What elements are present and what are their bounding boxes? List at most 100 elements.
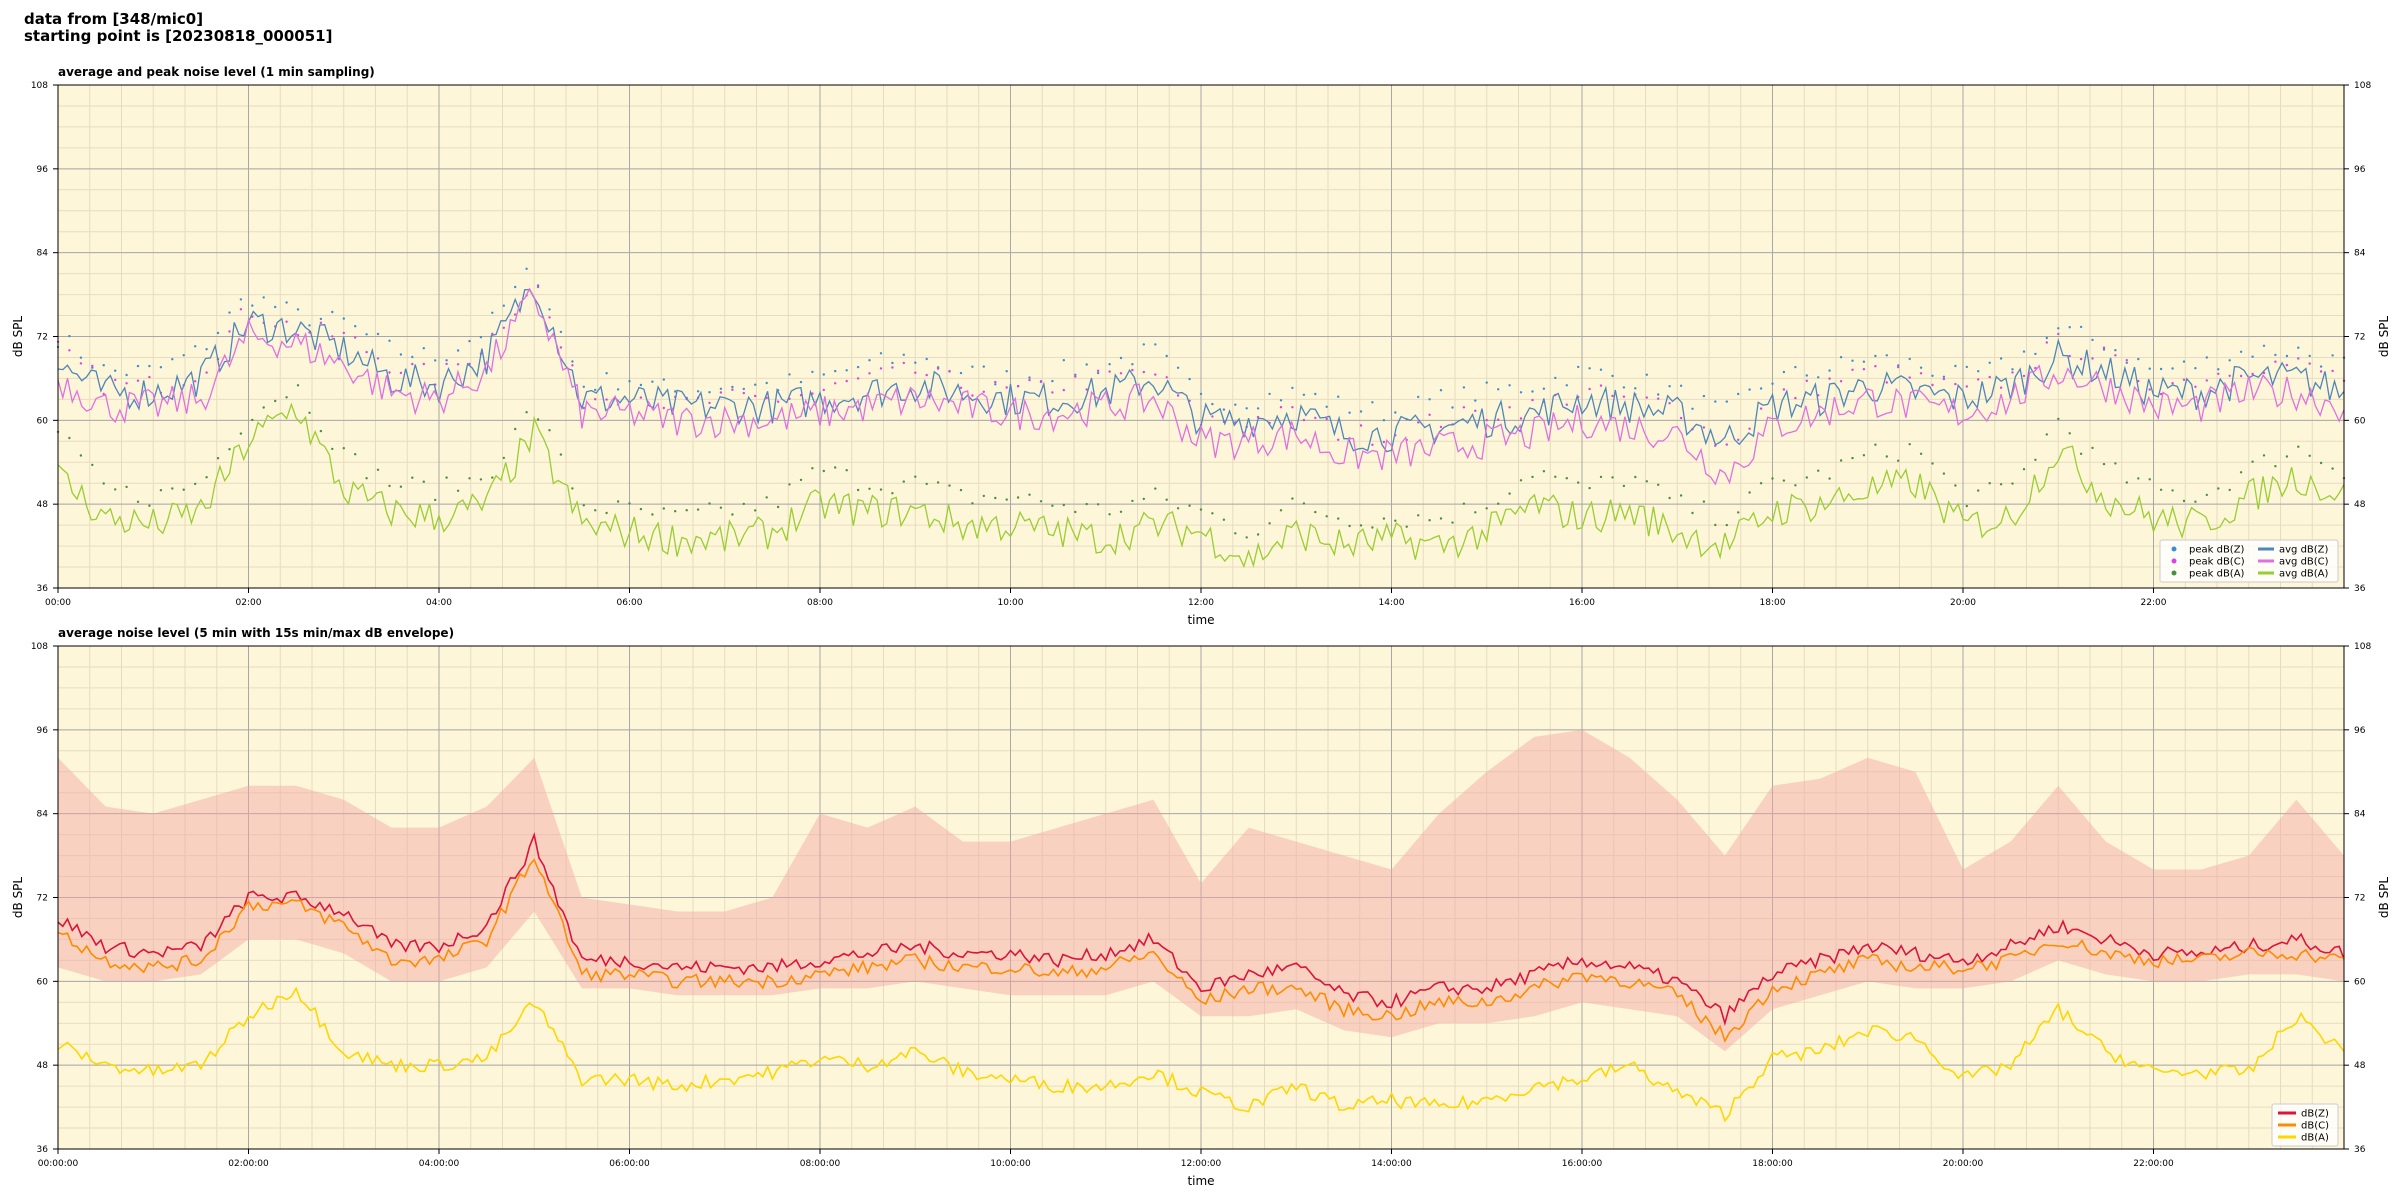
data-point <box>228 448 231 451</box>
data-point <box>1485 507 1488 510</box>
data-point <box>639 383 643 387</box>
data-point <box>1348 411 1351 414</box>
data-point <box>262 296 265 299</box>
data-point <box>914 371 917 374</box>
data-point <box>1154 373 1157 376</box>
data-point <box>2285 455 2289 458</box>
y-tick-label-right: 48 <box>2354 1061 2366 1071</box>
data-point <box>2182 360 2186 363</box>
y-tick-label-right: 84 <box>2354 249 2366 259</box>
data-point <box>1268 392 1271 396</box>
data-point <box>902 480 905 483</box>
data-point <box>1039 380 1043 384</box>
data-point <box>2205 493 2208 497</box>
data-point <box>285 396 288 399</box>
data-point <box>1954 484 1957 487</box>
data-point <box>834 466 837 469</box>
data-point <box>1051 379 1054 383</box>
y-tick-label: 72 <box>37 894 48 904</box>
data-point <box>1942 377 1946 381</box>
data-point <box>2102 346 2106 349</box>
data-point <box>399 353 403 356</box>
data-point <box>2262 454 2266 457</box>
data-point <box>2319 461 2323 465</box>
legend-label: peak dB(A) <box>2189 569 2245 580</box>
data-point <box>2102 348 2106 351</box>
data-point <box>1154 487 1157 490</box>
data-point <box>594 398 597 401</box>
data-point <box>1359 424 1363 427</box>
data-point <box>1096 369 1100 372</box>
x-tick-label: 14:00:00 <box>1371 1159 1412 1169</box>
data-point <box>182 488 185 491</box>
data-point <box>2079 452 2083 455</box>
data-point <box>411 355 414 359</box>
y-tick-label-right: 36 <box>2354 584 2366 594</box>
chart-2: 36 36 48 48 60 60 72 72 84 84 96 96 108 108 00:00:00 02… <box>11 626 2391 1188</box>
data-point <box>1622 395 1626 398</box>
data-point <box>1759 387 1763 390</box>
data-point <box>1268 522 1271 525</box>
y-tick-label: 108 <box>31 81 48 91</box>
legend-label: dB(Z) <box>2301 1109 2329 1120</box>
data-point <box>1039 500 1043 503</box>
data-point <box>1565 403 1569 406</box>
y-tick-label-right: 72 <box>2354 333 2365 343</box>
data-point <box>994 380 997 384</box>
data-point <box>228 330 231 333</box>
data-point <box>1165 354 1168 358</box>
data-point <box>1542 387 1546 390</box>
data-point <box>936 367 940 370</box>
data-point <box>1919 366 1923 369</box>
data-point <box>1817 469 1820 472</box>
data-point <box>342 317 345 320</box>
y-tick-label: 48 <box>37 500 49 510</box>
data-point <box>1622 386 1626 389</box>
data-point <box>2331 369 2334 373</box>
data-point <box>79 362 83 365</box>
data-point <box>2034 458 2037 461</box>
data-point <box>536 285 540 289</box>
legend-marker <box>2171 570 2177 576</box>
data-point <box>342 331 345 335</box>
data-point <box>1519 479 1523 482</box>
data-point <box>68 334 71 338</box>
x-tick-label: 04:00 <box>426 598 452 608</box>
data-point <box>1965 385 1969 388</box>
data-point <box>1382 517 1386 520</box>
data-point <box>559 453 563 456</box>
legend-label: dB(C) <box>2301 1121 2329 1132</box>
data-point <box>182 354 185 357</box>
data-point <box>365 333 368 336</box>
x-tick-label: 08:00 <box>807 598 833 608</box>
data-point <box>445 362 448 366</box>
data-point <box>1451 521 1454 524</box>
legend-label: peak dB(Z) <box>2189 545 2245 556</box>
data-point <box>982 494 985 498</box>
data-point <box>1565 384 1569 387</box>
data-point <box>1988 375 1991 379</box>
data-point <box>1759 482 1763 485</box>
data-point <box>639 396 643 399</box>
data-point <box>971 502 974 505</box>
data-point <box>1199 508 1203 511</box>
data-point <box>2228 488 2231 492</box>
data-point <box>879 488 883 491</box>
data-point <box>925 357 928 361</box>
data-point <box>2148 478 2151 481</box>
data-point <box>1622 484 1626 488</box>
data-point <box>1599 368 1603 371</box>
data-point <box>1531 475 1534 479</box>
legend: peak dB(Z)peak dB(C)peak dB(A)avg dB(Z)a… <box>2159 539 2339 583</box>
data-point <box>456 363 460 366</box>
data-point <box>1817 376 1820 379</box>
x-tick-label: 00:00:00 <box>38 1159 79 1169</box>
data-point <box>514 313 517 316</box>
data-point <box>91 463 94 467</box>
data-point <box>696 390 700 393</box>
data-point <box>468 339 471 343</box>
data-point <box>525 267 528 270</box>
data-point <box>1371 401 1374 404</box>
data-point <box>2057 332 2060 336</box>
